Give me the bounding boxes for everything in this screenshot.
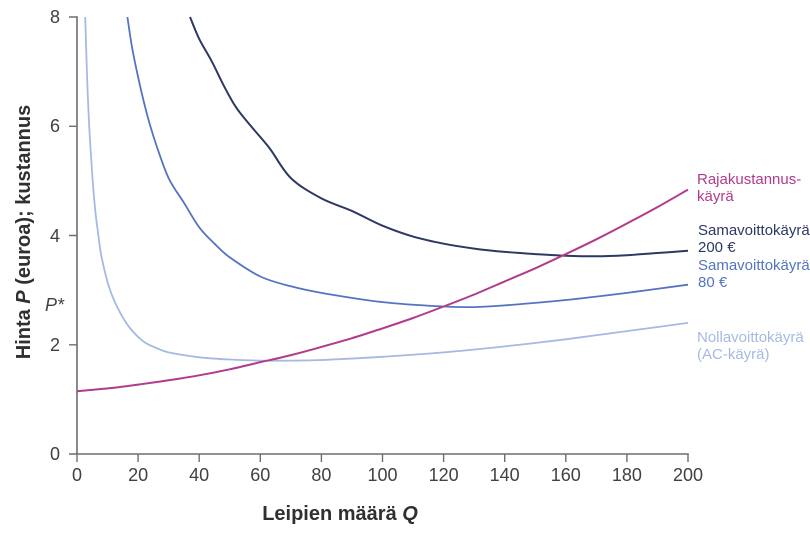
curve-label-line: 200 € [698,239,736,256]
curve-rajakustannus [76,188,689,393]
y-tick-label: 4 [49,225,60,246]
y-tick-label: 6 [49,116,60,137]
x-tick-label: 200 [672,465,704,485]
y-axis-extra-label: P* [44,294,64,315]
x-tick-label: 100 [367,465,398,485]
axes-lines [76,16,689,455]
curve-label-line: käyrä [697,188,734,205]
curve-label-line: Samavoittokäyrä: [698,257,810,274]
x-axis-title: Leipien määrä Q [262,503,418,525]
x-tick-label: 140 [489,465,520,485]
y-tick-label: 0 [49,444,60,464]
curve-label-line: (AC-käyrä) [697,346,770,363]
curve-label-line: Nollavoittokäyrä [697,329,804,346]
curve-label-samavoitto200: Samavoittokäyrä: 200 € [698,222,810,256]
x-tick-label: 0 [71,465,82,485]
x-tick-label: 20 [128,465,149,485]
curve-label-line: Samavoittokäyrä: [698,222,810,239]
y-tick-label: 8 [49,7,60,27]
tick-marks [69,16,689,462]
x-tick-label: 120 [428,465,459,485]
x-tick-label: 60 [250,465,271,485]
x-tick-label: 40 [189,465,210,485]
y-tick-label: 2 [49,334,60,355]
x-tick-label: 180 [611,465,642,485]
x-tick-label: 160 [550,465,581,485]
x-tick-label: 80 [311,465,332,485]
curve-samavoitto200 [189,16,689,258]
curve-label-line: Rajakustannus- [697,171,802,188]
curve-label-rajakustannus: Rajakustannus-käyrä [697,171,801,205]
curve-samavoitto80 [126,16,689,309]
curve-label-line: 80 € [698,274,728,291]
curve-label-samavoitto80: Samavoittokäyrä: 80 € [698,257,810,291]
curve-label-nollavoittokayra: Nollavoittokäyrä (AC-käyrä) [697,329,804,363]
curve-nollavoittokayra [84,16,689,362]
